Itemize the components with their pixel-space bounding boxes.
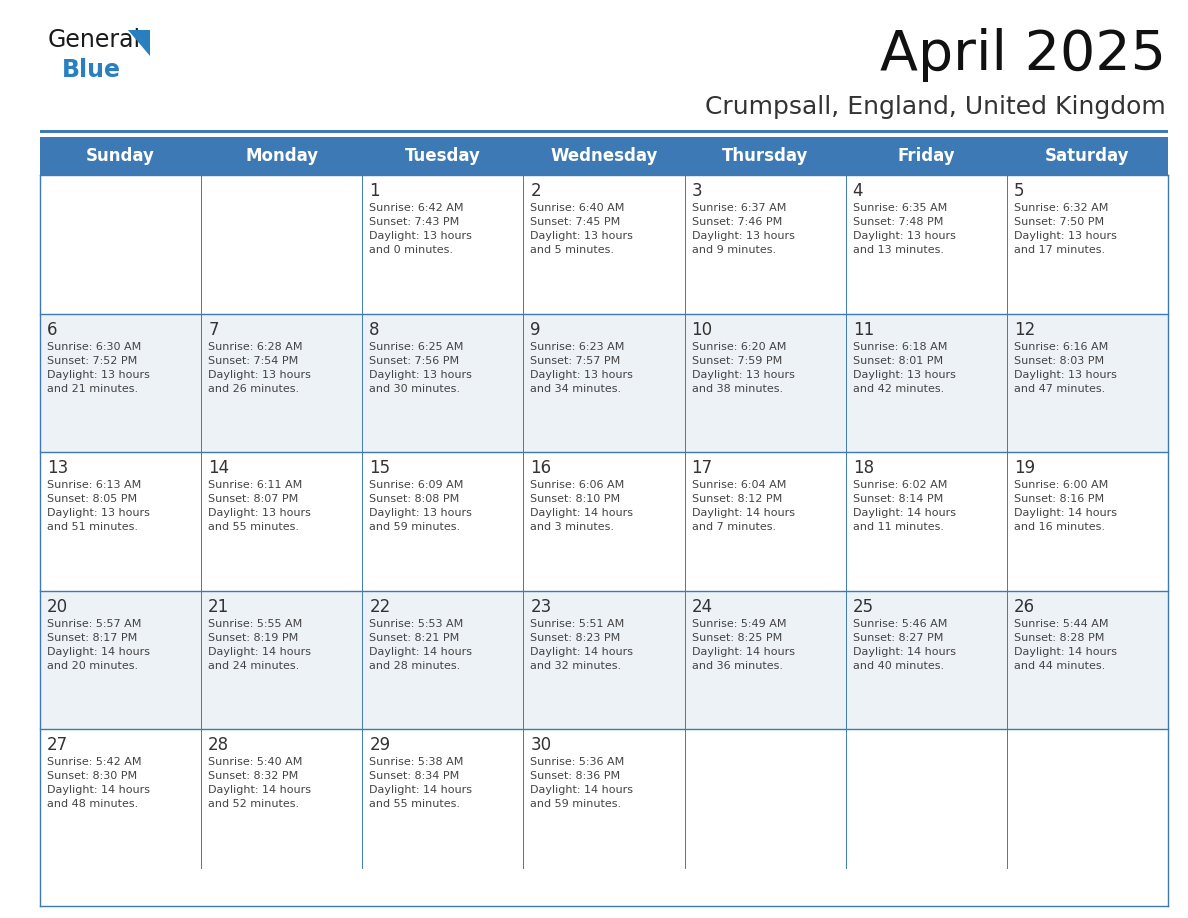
Bar bbox=[40, 591, 1168, 730]
Text: Sunrise: 6:09 AM
Sunset: 8:08 PM
Daylight: 13 hours
and 59 minutes.: Sunrise: 6:09 AM Sunset: 8:08 PM Dayligh… bbox=[369, 480, 472, 532]
Text: Sunrise: 5:42 AM
Sunset: 8:30 PM
Daylight: 14 hours
and 48 minutes.: Sunrise: 5:42 AM Sunset: 8:30 PM Dayligh… bbox=[48, 757, 150, 810]
Text: Sunrise: 5:44 AM
Sunset: 8:28 PM
Daylight: 14 hours
and 44 minutes.: Sunrise: 5:44 AM Sunset: 8:28 PM Dayligh… bbox=[1013, 619, 1117, 671]
Bar bbox=[40, 130, 1168, 133]
Text: 10: 10 bbox=[691, 320, 713, 339]
Text: 4: 4 bbox=[853, 182, 864, 200]
Text: Sunrise: 6:28 AM
Sunset: 7:54 PM
Daylight: 13 hours
and 26 minutes.: Sunrise: 6:28 AM Sunset: 7:54 PM Dayligh… bbox=[208, 341, 311, 394]
Text: Sunrise: 6:25 AM
Sunset: 7:56 PM
Daylight: 13 hours
and 30 minutes.: Sunrise: 6:25 AM Sunset: 7:56 PM Dayligh… bbox=[369, 341, 472, 394]
Text: Wednesday: Wednesday bbox=[550, 147, 658, 165]
Text: 19: 19 bbox=[1013, 459, 1035, 477]
Text: 22: 22 bbox=[369, 598, 391, 616]
Text: 13: 13 bbox=[48, 459, 68, 477]
Text: Sunrise: 5:55 AM
Sunset: 8:19 PM
Daylight: 14 hours
and 24 minutes.: Sunrise: 5:55 AM Sunset: 8:19 PM Dayligh… bbox=[208, 619, 311, 671]
Bar bbox=[40, 730, 1168, 868]
Text: 7: 7 bbox=[208, 320, 219, 339]
Text: Sunrise: 6:06 AM
Sunset: 8:10 PM
Daylight: 14 hours
and 3 minutes.: Sunrise: 6:06 AM Sunset: 8:10 PM Dayligh… bbox=[530, 480, 633, 532]
Text: 30: 30 bbox=[530, 736, 551, 755]
Text: 15: 15 bbox=[369, 459, 391, 477]
Text: Sunrise: 5:51 AM
Sunset: 8:23 PM
Daylight: 14 hours
and 32 minutes.: Sunrise: 5:51 AM Sunset: 8:23 PM Dayligh… bbox=[530, 619, 633, 671]
Text: 29: 29 bbox=[369, 736, 391, 755]
Text: Sunrise: 6:35 AM
Sunset: 7:48 PM
Daylight: 13 hours
and 13 minutes.: Sunrise: 6:35 AM Sunset: 7:48 PM Dayligh… bbox=[853, 203, 955, 255]
Polygon shape bbox=[128, 30, 150, 56]
Text: Sunrise: 6:13 AM
Sunset: 8:05 PM
Daylight: 13 hours
and 51 minutes.: Sunrise: 6:13 AM Sunset: 8:05 PM Dayligh… bbox=[48, 480, 150, 532]
Text: 5: 5 bbox=[1013, 182, 1024, 200]
Text: Sunday: Sunday bbox=[87, 147, 154, 165]
Text: 2: 2 bbox=[530, 182, 541, 200]
Text: 23: 23 bbox=[530, 598, 551, 616]
Text: 8: 8 bbox=[369, 320, 380, 339]
Text: 28: 28 bbox=[208, 736, 229, 755]
Text: Sunrise: 6:32 AM
Sunset: 7:50 PM
Daylight: 13 hours
and 17 minutes.: Sunrise: 6:32 AM Sunset: 7:50 PM Dayligh… bbox=[1013, 203, 1117, 255]
Text: Sunrise: 6:23 AM
Sunset: 7:57 PM
Daylight: 13 hours
and 34 minutes.: Sunrise: 6:23 AM Sunset: 7:57 PM Dayligh… bbox=[530, 341, 633, 394]
Text: 21: 21 bbox=[208, 598, 229, 616]
Text: 14: 14 bbox=[208, 459, 229, 477]
Text: 11: 11 bbox=[853, 320, 874, 339]
Text: Sunrise: 6:42 AM
Sunset: 7:43 PM
Daylight: 13 hours
and 0 minutes.: Sunrise: 6:42 AM Sunset: 7:43 PM Dayligh… bbox=[369, 203, 472, 255]
Text: Blue: Blue bbox=[62, 58, 121, 82]
Text: 27: 27 bbox=[48, 736, 68, 755]
Text: Thursday: Thursday bbox=[722, 147, 808, 165]
Text: Monday: Monday bbox=[245, 147, 318, 165]
Text: Sunrise: 5:53 AM
Sunset: 8:21 PM
Daylight: 14 hours
and 28 minutes.: Sunrise: 5:53 AM Sunset: 8:21 PM Dayligh… bbox=[369, 619, 473, 671]
Text: April 2025: April 2025 bbox=[880, 28, 1165, 82]
Bar bbox=[40, 175, 1168, 314]
Text: Sunrise: 5:40 AM
Sunset: 8:32 PM
Daylight: 14 hours
and 52 minutes.: Sunrise: 5:40 AM Sunset: 8:32 PM Dayligh… bbox=[208, 757, 311, 810]
Text: Sunrise: 6:04 AM
Sunset: 8:12 PM
Daylight: 14 hours
and 7 minutes.: Sunrise: 6:04 AM Sunset: 8:12 PM Dayligh… bbox=[691, 480, 795, 532]
Bar bbox=[40, 453, 1168, 591]
Text: 26: 26 bbox=[1013, 598, 1035, 616]
Text: General: General bbox=[48, 28, 141, 52]
Text: Sunrise: 6:11 AM
Sunset: 8:07 PM
Daylight: 13 hours
and 55 minutes.: Sunrise: 6:11 AM Sunset: 8:07 PM Dayligh… bbox=[208, 480, 311, 532]
Text: Sunrise: 5:57 AM
Sunset: 8:17 PM
Daylight: 14 hours
and 20 minutes.: Sunrise: 5:57 AM Sunset: 8:17 PM Dayligh… bbox=[48, 619, 150, 671]
Text: Sunrise: 6:40 AM
Sunset: 7:45 PM
Daylight: 13 hours
and 5 minutes.: Sunrise: 6:40 AM Sunset: 7:45 PM Dayligh… bbox=[530, 203, 633, 255]
Text: Sunrise: 6:37 AM
Sunset: 7:46 PM
Daylight: 13 hours
and 9 minutes.: Sunrise: 6:37 AM Sunset: 7:46 PM Dayligh… bbox=[691, 203, 795, 255]
Text: Saturday: Saturday bbox=[1045, 147, 1130, 165]
Bar bbox=[40, 137, 1168, 175]
Text: 17: 17 bbox=[691, 459, 713, 477]
Text: Sunrise: 6:00 AM
Sunset: 8:16 PM
Daylight: 14 hours
and 16 minutes.: Sunrise: 6:00 AM Sunset: 8:16 PM Dayligh… bbox=[1013, 480, 1117, 532]
Text: Sunrise: 5:46 AM
Sunset: 8:27 PM
Daylight: 14 hours
and 40 minutes.: Sunrise: 5:46 AM Sunset: 8:27 PM Dayligh… bbox=[853, 619, 955, 671]
Text: 18: 18 bbox=[853, 459, 874, 477]
Text: 20: 20 bbox=[48, 598, 68, 616]
Text: Sunrise: 5:38 AM
Sunset: 8:34 PM
Daylight: 14 hours
and 55 minutes.: Sunrise: 5:38 AM Sunset: 8:34 PM Dayligh… bbox=[369, 757, 473, 810]
Text: Sunrise: 5:49 AM
Sunset: 8:25 PM
Daylight: 14 hours
and 36 minutes.: Sunrise: 5:49 AM Sunset: 8:25 PM Dayligh… bbox=[691, 619, 795, 671]
Text: Tuesday: Tuesday bbox=[405, 147, 481, 165]
Text: Sunrise: 6:18 AM
Sunset: 8:01 PM
Daylight: 13 hours
and 42 minutes.: Sunrise: 6:18 AM Sunset: 8:01 PM Dayligh… bbox=[853, 341, 955, 394]
Text: Sunrise: 6:02 AM
Sunset: 8:14 PM
Daylight: 14 hours
and 11 minutes.: Sunrise: 6:02 AM Sunset: 8:14 PM Dayligh… bbox=[853, 480, 955, 532]
Text: 12: 12 bbox=[1013, 320, 1035, 339]
Text: 16: 16 bbox=[530, 459, 551, 477]
Text: Sunrise: 6:20 AM
Sunset: 7:59 PM
Daylight: 13 hours
and 38 minutes.: Sunrise: 6:20 AM Sunset: 7:59 PM Dayligh… bbox=[691, 341, 795, 394]
Text: 24: 24 bbox=[691, 598, 713, 616]
Text: Friday: Friday bbox=[897, 147, 955, 165]
Text: 6: 6 bbox=[48, 320, 57, 339]
Text: Sunrise: 6:30 AM
Sunset: 7:52 PM
Daylight: 13 hours
and 21 minutes.: Sunrise: 6:30 AM Sunset: 7:52 PM Dayligh… bbox=[48, 341, 150, 394]
Text: Sunrise: 6:16 AM
Sunset: 8:03 PM
Daylight: 13 hours
and 47 minutes.: Sunrise: 6:16 AM Sunset: 8:03 PM Dayligh… bbox=[1013, 341, 1117, 394]
Text: Sunrise: 5:36 AM
Sunset: 8:36 PM
Daylight: 14 hours
and 59 minutes.: Sunrise: 5:36 AM Sunset: 8:36 PM Dayligh… bbox=[530, 757, 633, 810]
Bar bbox=[40, 314, 1168, 453]
Text: 9: 9 bbox=[530, 320, 541, 339]
Text: 1: 1 bbox=[369, 182, 380, 200]
Text: 25: 25 bbox=[853, 598, 874, 616]
Text: 3: 3 bbox=[691, 182, 702, 200]
Text: Crumpsall, England, United Kingdom: Crumpsall, England, United Kingdom bbox=[706, 95, 1165, 119]
